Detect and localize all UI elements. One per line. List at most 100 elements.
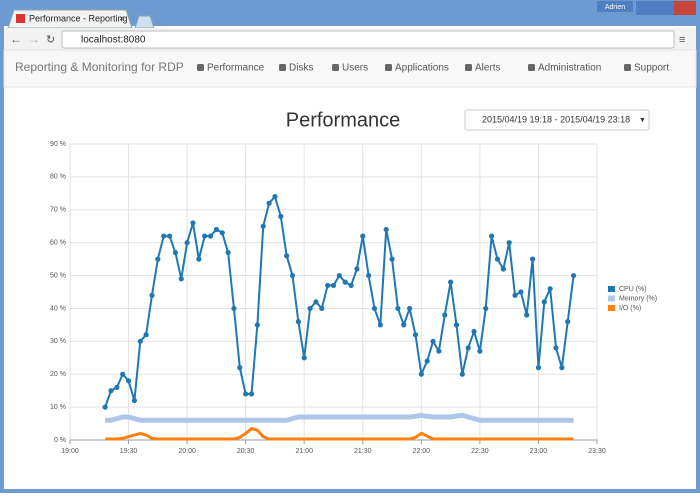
data-point (125, 378, 132, 384)
nav-item[interactable]: Disks (289, 63, 313, 74)
data-point (166, 233, 173, 239)
data-point (319, 305, 325, 312)
data-point (114, 384, 120, 390)
data-point (178, 276, 184, 282)
data-point (155, 256, 161, 262)
data-point (108, 388, 114, 394)
data-point (254, 322, 260, 328)
data-point (377, 322, 383, 328)
data-point (289, 272, 296, 279)
data-point (395, 305, 401, 312)
data-point (448, 279, 454, 285)
data-point (570, 272, 577, 279)
data-point (524, 312, 530, 318)
x-tick-label: 23:00 (530, 448, 548, 455)
data-point (149, 292, 155, 298)
nav-item[interactable]: Support (634, 63, 669, 74)
data-point (342, 279, 348, 285)
data-point (424, 358, 430, 364)
reload-button[interactable]: ↻ (46, 34, 55, 46)
navbar (3, 49, 697, 88)
data-point (442, 312, 448, 318)
y-tick-label: 50 % (50, 272, 66, 279)
nav-icon (332, 64, 339, 71)
data-point (541, 299, 547, 305)
caret: ▼ (639, 117, 646, 124)
data-point (131, 397, 138, 404)
legend-swatch (608, 305, 615, 311)
nav-icon (385, 64, 392, 71)
data-point (313, 299, 319, 305)
data-point (143, 332, 149, 338)
data-point (401, 322, 407, 328)
x-tick-label: 21:30 (354, 448, 372, 455)
x-tick-label: 20:00 (178, 448, 196, 455)
y-tick-label: 70 % (50, 207, 66, 214)
menu-button[interactable]: ≡ (679, 34, 685, 46)
user-badge (597, 1, 633, 12)
data-point (266, 200, 272, 206)
forward-button[interactable]: → (28, 32, 40, 46)
legend-label: CPU (%) (619, 286, 647, 293)
data-point (547, 286, 553, 292)
nav-item[interactable]: Users (342, 63, 368, 74)
data-point (565, 319, 571, 325)
legend-label: I/O (%) (619, 305, 641, 312)
data-point (348, 282, 354, 289)
nav-item[interactable]: Alerts (475, 63, 501, 74)
data-point (102, 404, 108, 410)
data-point (243, 391, 249, 397)
data-point (518, 289, 524, 295)
data-point (190, 220, 196, 226)
data-point (412, 332, 419, 338)
y-tick-label: 0 % (54, 437, 66, 444)
data-point (196, 256, 202, 262)
x-tick-label: 19:30 (120, 448, 138, 455)
address-text[interactable]: localhost:8080 (81, 35, 146, 46)
data-point (207, 233, 214, 239)
data-point (436, 348, 442, 354)
date-range-button[interactable] (464, 109, 650, 131)
tab-title[interactable]: Performance - Reporting (29, 13, 128, 23)
data-point (459, 371, 465, 377)
nav-item[interactable]: Applications (395, 63, 449, 74)
data-point (237, 365, 243, 371)
data-point (383, 226, 389, 233)
data-point (465, 345, 471, 351)
tab-icon (16, 14, 25, 23)
data-point (559, 365, 565, 371)
nav-icon (465, 64, 472, 71)
y-tick-label: 60 % (50, 240, 66, 247)
data-point (418, 371, 424, 377)
data-point (278, 213, 284, 219)
chart-title: Performance (286, 109, 401, 131)
x-tick-label: 21:00 (295, 448, 313, 455)
data-point (225, 249, 231, 256)
close-window[interactable] (674, 1, 696, 15)
data-point (477, 348, 483, 354)
data-point (453, 322, 460, 328)
x-tick-label: 22:00 (413, 448, 431, 455)
data-point (360, 233, 366, 239)
data-point (535, 365, 542, 371)
date-range[interactable]: 2015/04/19 19:18 - 2015/04/19 23:18 (482, 114, 630, 124)
data-point (512, 292, 518, 298)
y-tick-label: 30 % (50, 338, 66, 345)
y-tick-label: 80 % (50, 174, 66, 181)
brand[interactable]: Reporting & Monitoring for RDP (15, 60, 184, 74)
tab-close[interactable]: × (119, 13, 124, 23)
data-point (366, 272, 372, 279)
user-name: Adrien (605, 4, 625, 11)
data-point (248, 391, 255, 397)
data-point (430, 338, 436, 344)
data-point (330, 282, 337, 289)
nav-item[interactable]: Performance (207, 63, 265, 74)
nav-icon (624, 64, 631, 71)
back-button[interactable]: ← (10, 32, 22, 46)
nav-item[interactable]: Administration (538, 63, 601, 74)
data-point (325, 282, 331, 289)
address-bar[interactable] (61, 30, 675, 49)
series-line (105, 412, 574, 423)
data-point (371, 305, 378, 312)
